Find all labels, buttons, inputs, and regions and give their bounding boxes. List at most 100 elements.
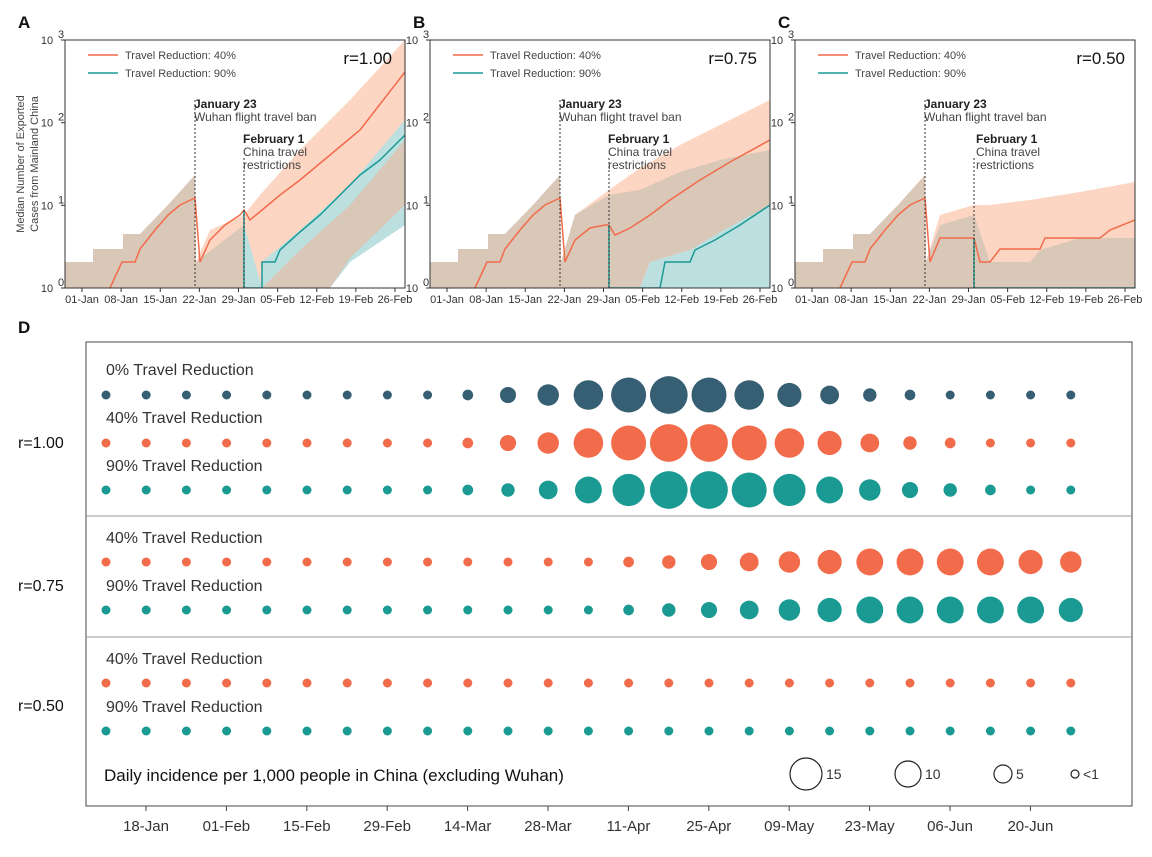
panel-b-legend: Travel Reduction: 40% Travel Reduction: … <box>453 50 601 80</box>
x-tick-label: 15-Jan <box>143 294 177 306</box>
incidence-bubble <box>936 596 964 624</box>
y-tick-exponent: 1 <box>58 194 64 206</box>
incidence-bubble <box>382 678 392 688</box>
legend-label-40: Travel Reduction: 40% <box>490 50 601 62</box>
incidence-bubble <box>262 390 272 400</box>
incidence-bubble <box>865 678 875 688</box>
panel-b-line-90 <box>608 204 770 288</box>
d-x-tick-label: 20-Jun <box>1007 818 1053 835</box>
panel-c-jan23-sub: Wuhan flight travel ban <box>924 110 1047 124</box>
incidence-bubble <box>302 390 312 400</box>
incidence-bubble <box>222 605 232 615</box>
x-tick-label: 19-Feb <box>338 294 373 306</box>
panel-b-jan23-sub: Wuhan flight travel ban <box>559 110 682 124</box>
x-tick-label: 22-Jan <box>183 294 217 306</box>
y-tick-label: 10 <box>771 283 783 295</box>
incidence-bubble <box>141 485 151 495</box>
x-tick-label: 26-Feb <box>378 294 413 306</box>
incidence-bubble <box>904 389 916 401</box>
y-tick-exponent: 0 <box>58 277 64 289</box>
legend-label-90: Travel Reduction: 90% <box>490 68 601 80</box>
panel-c-jan23-title: January 23 <box>924 97 987 111</box>
incidence-bubble <box>739 552 759 572</box>
incidence-bubble <box>181 485 191 495</box>
incidence-bubble <box>262 485 272 495</box>
incidence-bubble <box>463 726 473 736</box>
incidence-bubble <box>101 485 111 495</box>
panel-b-r-label: r=0.75 <box>708 49 757 68</box>
y-tick-label: 10 <box>41 35 53 47</box>
y-tick-exponent: 0 <box>788 277 794 289</box>
panel-letter-b: B <box>413 13 425 32</box>
x-tick-label: 22-Jan <box>548 294 582 306</box>
x-tick-label: 05-Feb <box>260 294 295 306</box>
incidence-bubble <box>704 726 714 736</box>
panel-c-frame <box>794 39 1136 289</box>
incidence-bubble <box>662 603 676 617</box>
x-tick-label: 19-Feb <box>1068 294 1103 306</box>
incidence-bubble <box>1017 596 1045 624</box>
incidence-bubble <box>662 555 676 569</box>
incidence-bubble <box>222 390 232 400</box>
x-tick-label: 08-Jan <box>834 294 868 306</box>
incidence-bubble <box>945 390 955 400</box>
incidence-bubble <box>462 484 474 496</box>
x-tick-label: 15-Jan <box>508 294 542 306</box>
incidence-bubble <box>976 548 1004 576</box>
incidence-bubble <box>690 424 728 462</box>
panel-c-r-label: r=0.50 <box>1076 49 1125 68</box>
incidence-bubble <box>583 557 593 567</box>
row-label-r100-40pct: 40% Travel Reduction <box>106 410 263 427</box>
incidence-bubble <box>985 390 995 400</box>
incidence-bubble <box>1066 390 1076 400</box>
incidence-bubble <box>423 438 433 448</box>
incidence-bubble <box>342 678 352 688</box>
incidence-bubble <box>262 438 272 448</box>
size-legend-circle <box>789 757 823 791</box>
incidence-bubble <box>612 473 645 507</box>
incidence-bubble <box>943 483 957 497</box>
incidence-bubble <box>423 557 433 567</box>
incidence-bubble <box>101 438 111 448</box>
incidence-bubble <box>342 438 352 448</box>
panel-a-plot <box>65 40 405 288</box>
panel-c-plot <box>795 175 1135 288</box>
incidence-bubble <box>976 596 1004 624</box>
incidence-bubble <box>302 438 312 448</box>
incidence-bubble <box>141 557 151 567</box>
incidence-bubble <box>704 678 714 688</box>
incidence-bubble <box>1026 678 1036 688</box>
panel-b-frame <box>429 39 771 289</box>
incidence-bubble <box>302 726 312 736</box>
row-label-r075-90pct: 90% Travel Reduction <box>106 578 263 595</box>
d-x-tick-label: 01-Feb <box>203 818 251 835</box>
panel-a-feb1-title: February 1 <box>243 132 305 146</box>
y-tick-exponent: 3 <box>58 29 64 41</box>
x-tick-label: 26-Feb <box>743 294 778 306</box>
incidence-bubble <box>342 605 352 615</box>
y-tick-label: 10 <box>41 118 53 130</box>
x-tick-label: 08-Jan <box>469 294 503 306</box>
incidence-bubble <box>222 557 232 567</box>
incidence-bubble <box>101 557 111 567</box>
incidence-bubble <box>181 726 191 736</box>
incidence-bubble <box>382 438 392 448</box>
incidence-bubble <box>817 549 842 575</box>
incidence-bubble <box>784 726 794 736</box>
incidence-bubble <box>945 678 955 688</box>
incidence-bubble <box>896 596 924 624</box>
panel-letter-c: C <box>778 13 790 32</box>
incidence-bubble <box>945 726 955 736</box>
panel-b-feb1-title: February 1 <box>608 132 670 146</box>
incidence-bubble <box>499 386 517 404</box>
y-tick-label: 10 <box>406 200 418 212</box>
x-tick-label: 08-Jan <box>104 294 138 306</box>
incidence-bubble <box>382 390 392 400</box>
row-label-r050-40pct: 40% Travel Reduction <box>106 651 263 668</box>
panel-a-jan23-sub: Wuhan flight travel ban <box>194 110 317 124</box>
incidence-bubble <box>423 390 433 400</box>
incidence-bubble <box>538 480 558 500</box>
incidence-bubble <box>382 485 392 495</box>
incidence-bubble <box>1066 485 1076 495</box>
panel-d-x-ticks: 18-Jan 01-Feb 15-Feb 29-Feb 14-Mar 28-Mar 11-A… <box>123 806 1053 835</box>
